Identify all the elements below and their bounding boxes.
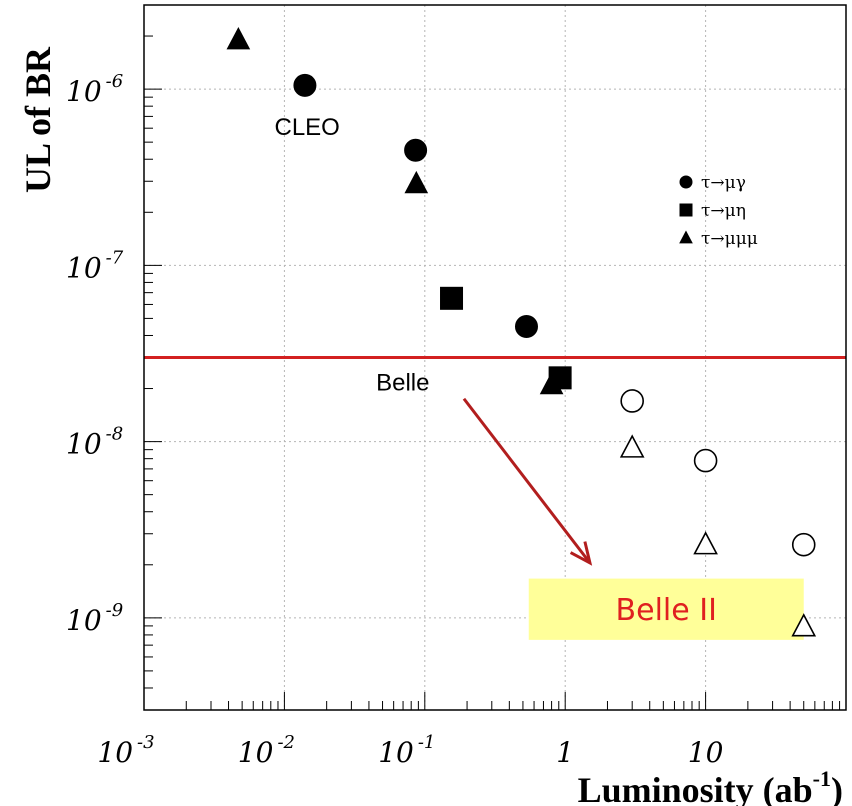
filled-triangle-marker [226, 27, 251, 50]
filled-triangle-marker [404, 170, 429, 194]
legend-label: τ→μγ [701, 173, 746, 193]
filled-circle-marker [514, 314, 538, 338]
y-axis-title: UL of BR [18, 46, 58, 193]
legend-marker-square [679, 203, 693, 217]
filled-circle-marker [293, 73, 317, 97]
annotation-cleo: CLEO [274, 114, 339, 141]
annotations: CLEO Belle [274, 114, 429, 397]
open-circle-marker [620, 389, 644, 413]
y-tick-label: 10 -8 [66, 424, 123, 461]
x-tick-labels: 10 -3 10 -2 10 -1 1 10 [97, 732, 723, 769]
y-tick-label: 10 -9 [66, 600, 123, 637]
plot-frame [143, 4, 847, 711]
arrow-line [462, 397, 592, 564]
open-circle-marker [791, 532, 816, 557]
annotation-belle: Belle [376, 369, 429, 396]
callout-layer: Belle II [528, 578, 804, 640]
belle-ii-label: Belle II [616, 593, 717, 628]
x-tick-label: 10 -2 [238, 732, 295, 769]
axis-titles: Luminosity (ab-1) UL of BR [18, 46, 843, 806]
open-triangle-marker [619, 434, 645, 458]
open-circle-marker [693, 448, 718, 473]
legend-label: τ→μη [701, 201, 746, 221]
x-axis-title: Luminosity (ab-1) [578, 766, 843, 806]
arrow-layer [462, 397, 593, 566]
open-triangle-marker [693, 531, 718, 555]
filled-square-marker [440, 286, 464, 310]
legend-label: τ→μμμ [701, 229, 758, 249]
y-tick-label: 10 -6 [66, 71, 123, 108]
y-tick-labels: 10-6 10-7 10-8 10-9 [66, 71, 124, 637]
x-tick-label: 1 [556, 736, 574, 769]
belle-ii-box [528, 578, 804, 640]
legend: τ→μγ τ→μη τ→μμμ [679, 173, 758, 249]
x-tick-label: 10 -3 [97, 732, 154, 769]
legend-marker-triangle [679, 230, 693, 244]
y-tick-label: 10 -7 [66, 247, 124, 284]
filled-triangle-marker [539, 371, 564, 395]
x-tick-label: 10 [688, 736, 724, 769]
data-markers [226, 27, 817, 637]
arrow-head [569, 541, 593, 566]
open-triangle-marker [791, 613, 817, 637]
legend-marker-circle [679, 175, 693, 189]
x-tick-label: 10 -1 [378, 732, 435, 769]
filled-circle-marker [404, 138, 428, 162]
